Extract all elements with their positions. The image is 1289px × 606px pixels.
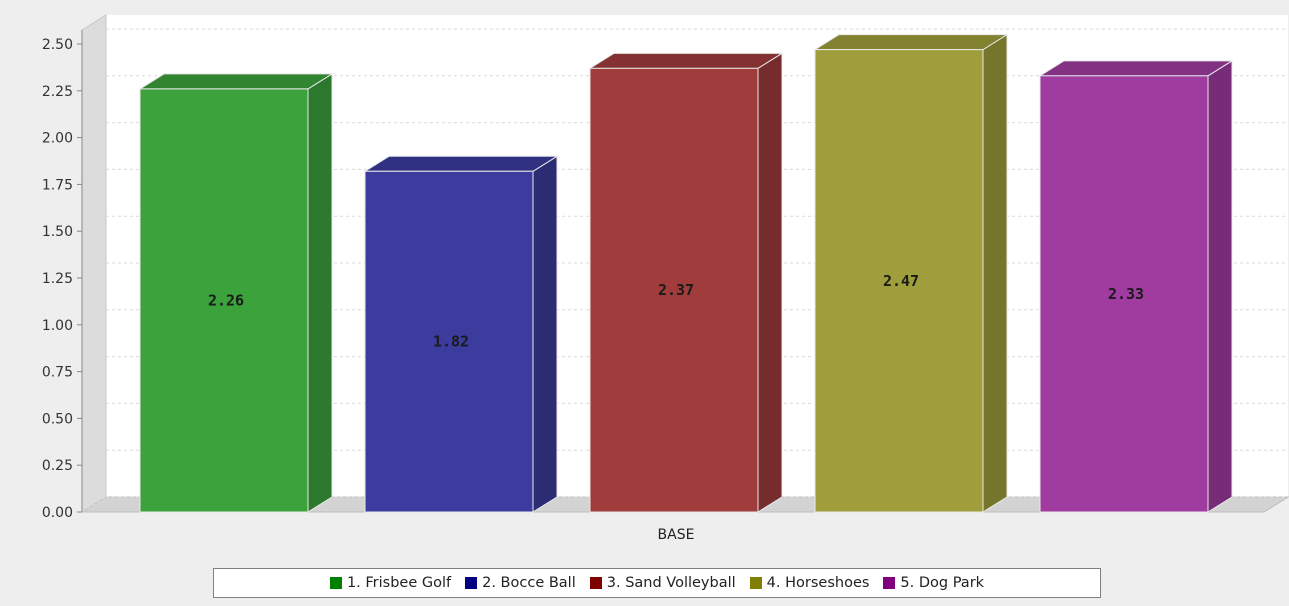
bar-frisbee-golf xyxy=(139,88,309,513)
gridline-wall xyxy=(81,356,107,373)
y-tick-label: 0.00 xyxy=(42,505,73,521)
bar-top-dog-park xyxy=(1038,60,1234,77)
legend-swatch xyxy=(749,577,762,589)
bar-value-label-dog-park: 2.33 xyxy=(1108,285,1144,303)
bar-sand-volleyball xyxy=(589,67,759,513)
legend-label: 3. Sand Volleyball xyxy=(606,575,736,591)
y-tick-label: 0.25 xyxy=(42,458,73,474)
legend-item-horseshoes: 4. Horseshoes xyxy=(749,575,870,591)
legend-swatch xyxy=(883,577,896,589)
bar-side-frisbee-golf xyxy=(307,73,333,513)
bar-value-label-bocce-ball: 1.82 xyxy=(433,333,469,351)
legend: 1. Frisbee Golf 2. Bocce Ball 3. Sand Vo… xyxy=(213,568,1101,598)
gridline-wall xyxy=(81,309,107,326)
gridline-wall xyxy=(81,75,107,92)
bar-side-sand-volleyball xyxy=(757,52,783,513)
gridline-wall xyxy=(81,449,107,466)
y-tick-label: 1.75 xyxy=(42,177,73,193)
bar-bocce-ball xyxy=(364,170,534,513)
bar-value-label-horseshoes: 2.47 xyxy=(883,272,919,290)
bar-value-label-sand-volleyball: 2.37 xyxy=(658,281,694,299)
legend-swatch xyxy=(465,577,478,589)
gridline-wall xyxy=(81,122,107,139)
legend-swatch xyxy=(589,577,602,589)
y-tick-label: 1.00 xyxy=(42,318,73,334)
bar-value-label-frisbee-golf: 2.26 xyxy=(208,291,244,309)
y-tick-label: 0.75 xyxy=(42,365,73,381)
gridline-wall xyxy=(81,262,107,279)
bar-top-horseshoes xyxy=(813,34,1009,51)
gridline-wall xyxy=(81,215,107,232)
gridline-wall xyxy=(81,496,107,513)
gridline-wall xyxy=(81,28,107,45)
legend-label: 4. Horseshoes xyxy=(766,575,870,591)
y-tick-label: 1.50 xyxy=(42,224,73,240)
gridline-wall xyxy=(81,402,107,419)
legend-item-sand-volleyball: 3. Sand Volleyball xyxy=(589,575,736,591)
left-wall xyxy=(81,14,107,513)
y-tick-label: 2.00 xyxy=(42,131,73,147)
legend-item-frisbee-golf: 1. Frisbee Golf xyxy=(329,575,452,591)
y-tick-label: 1.25 xyxy=(42,271,73,287)
bar-top-sand-volleyball xyxy=(588,52,784,69)
bar-side-horseshoes xyxy=(982,33,1008,513)
y-tick-label: 2.50 xyxy=(42,37,73,53)
gridline-wall xyxy=(81,168,107,185)
legend-swatch xyxy=(329,577,342,589)
bar-dog-park xyxy=(1039,75,1209,513)
legend-label: 1. Frisbee Golf xyxy=(346,575,452,591)
legend-label: 5. Dog Park xyxy=(900,575,985,591)
legend-item-dog-park: 5. Dog Park xyxy=(883,575,984,591)
bar-side-dog-park xyxy=(1207,59,1233,513)
bar-top-bocce-ball xyxy=(363,155,559,172)
y-tick-label: 2.25 xyxy=(42,84,73,100)
legend-item-bocce-ball: 2. Bocce Ball xyxy=(465,575,576,591)
x-category-label: BASE xyxy=(658,527,695,543)
bar-horseshoes xyxy=(814,49,984,513)
legend-label: 2. Bocce Ball xyxy=(482,575,576,591)
y-tick-label: 0.50 xyxy=(42,411,73,427)
bar-top-frisbee-golf xyxy=(138,73,334,90)
bar-side-bocce-ball xyxy=(532,155,558,513)
